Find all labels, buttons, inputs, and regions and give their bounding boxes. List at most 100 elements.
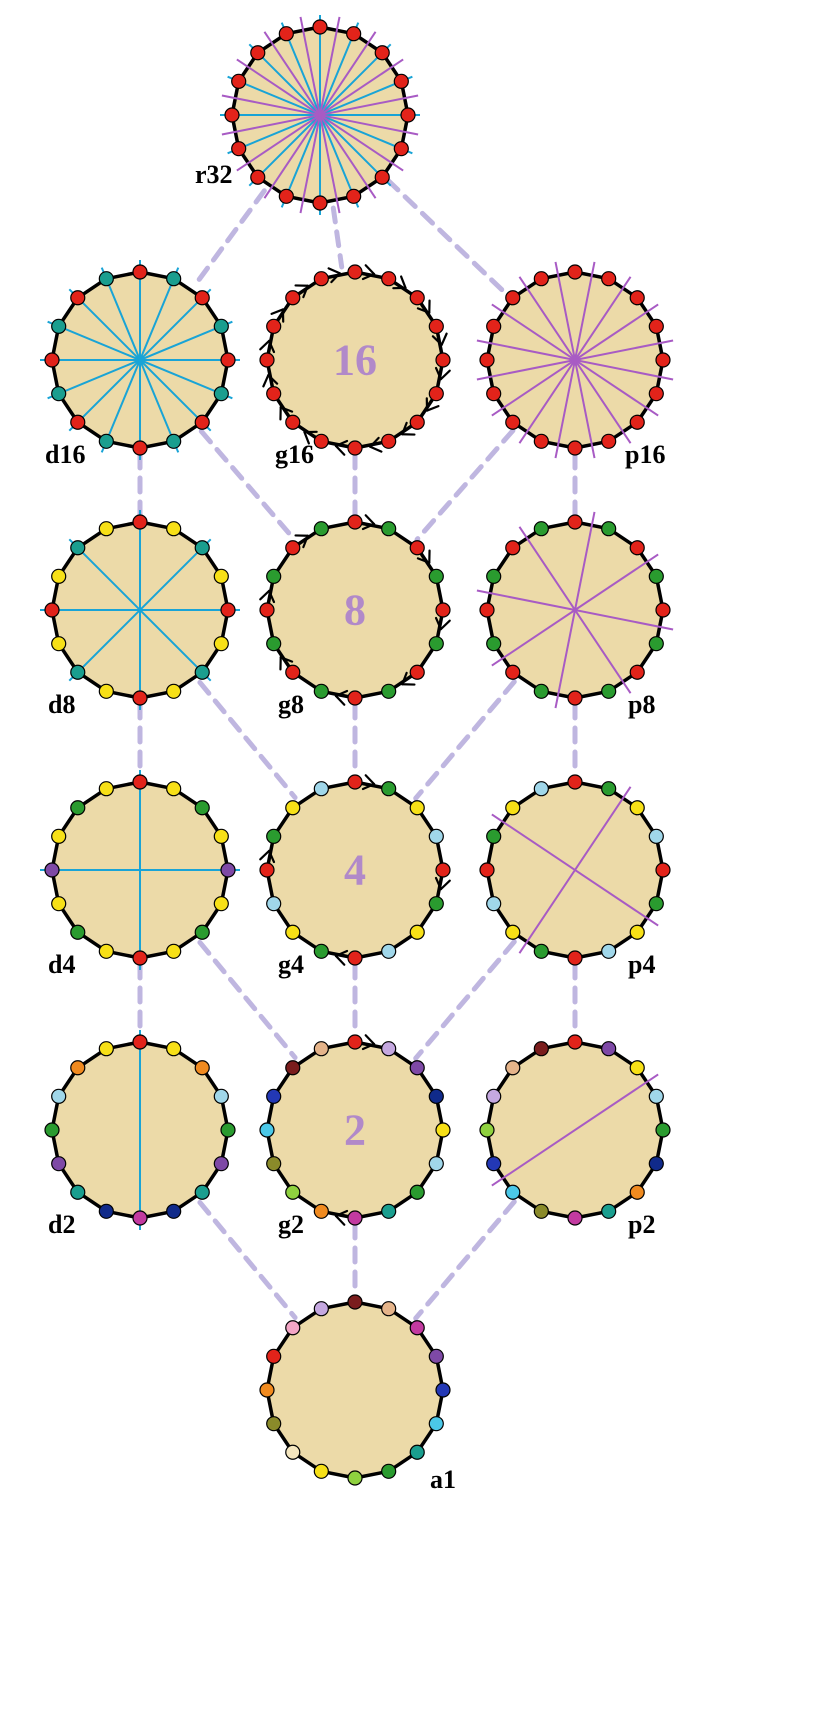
vertex-dot (506, 801, 520, 815)
vertex-dot (382, 782, 396, 796)
vertex-dot (45, 603, 59, 617)
vertex-dot (286, 291, 300, 305)
vertex-dot (71, 541, 85, 555)
vertex-dot (195, 665, 209, 679)
vertex-dot (348, 691, 362, 705)
vertex-dot (286, 1445, 300, 1459)
vertex-dot (71, 801, 85, 815)
vertex-dot (436, 1123, 450, 1137)
vertex-dot (410, 541, 424, 555)
vertex-dot (52, 569, 66, 583)
vertex-dot (410, 415, 424, 429)
vertex-dot (429, 569, 443, 583)
vertex-dot (214, 1157, 228, 1171)
vertex-dot (429, 1417, 443, 1431)
node-d2 (45, 1030, 235, 1230)
vertex-dot (506, 541, 520, 555)
vertex-dot (286, 665, 300, 679)
vertex-dot (506, 291, 520, 305)
vertex-dot (375, 46, 389, 60)
vertex-dot (602, 272, 616, 286)
vertex-dot (99, 782, 113, 796)
vertex-dot (487, 1157, 501, 1171)
vertex-dot (167, 1042, 181, 1056)
vertex-dot (506, 1061, 520, 1075)
vertex-dot (267, 387, 281, 401)
vertex-dot (71, 925, 85, 939)
vertex-dot (214, 829, 228, 843)
vertex-dot (534, 684, 548, 698)
vertex-dot (568, 265, 582, 279)
vertex-dot (267, 829, 281, 843)
vertex-dot (568, 951, 582, 965)
vertex-dot (133, 691, 147, 705)
vertex-dot (429, 1089, 443, 1103)
vertex-dot (649, 1089, 663, 1103)
vertex-dot (232, 142, 246, 156)
vertex-dot (568, 515, 582, 529)
vertex-dot (534, 1204, 548, 1218)
vertex-dot (267, 319, 281, 333)
vertex-dot (602, 434, 616, 448)
vertex-dot (602, 684, 616, 698)
vertex-dot (534, 522, 548, 536)
vertex-dot (279, 189, 293, 203)
vertex-dot (314, 272, 328, 286)
vertex-dot (52, 829, 66, 843)
vertex-dot (429, 387, 443, 401)
lattice-edge (417, 431, 513, 540)
vertex-dot (630, 291, 644, 305)
vertex-dot (630, 541, 644, 555)
vertex-dot (487, 897, 501, 911)
lattice-edge (416, 682, 515, 798)
vertex-dot (314, 522, 328, 536)
vertex-dot (480, 863, 494, 877)
vertex-dot (286, 415, 300, 429)
vertex-dot (656, 603, 670, 617)
vertex-dot (348, 1211, 362, 1225)
node-p16 (477, 262, 673, 458)
vertex-dot (429, 829, 443, 843)
vertex-dot (429, 1349, 443, 1363)
label-g16: g16 (275, 440, 314, 470)
vertex-dot (167, 684, 181, 698)
vertex-dot (649, 637, 663, 651)
lattice-edge (416, 942, 515, 1058)
vertex-dot (260, 1383, 274, 1397)
vertex-dot (52, 637, 66, 651)
vertex-dot (45, 863, 59, 877)
vertex-dot (195, 291, 209, 305)
vertex-dot (267, 637, 281, 651)
vertex-dot (286, 541, 300, 555)
vertex-dot (314, 434, 328, 448)
node-p4 (480, 775, 670, 965)
vertex-dot (71, 665, 85, 679)
vertex-dot (314, 1302, 328, 1316)
vertex-dot (260, 603, 274, 617)
vertex-dot (71, 291, 85, 305)
label-r32: r32 (195, 160, 233, 190)
vertex-dot (630, 1185, 644, 1199)
vertex-dot (221, 353, 235, 367)
label-g8: g8 (278, 690, 304, 720)
vertex-dot (534, 434, 548, 448)
vertex-dot (429, 637, 443, 651)
vertex-dot (133, 775, 147, 789)
vertex-dot (534, 272, 548, 286)
lattice-edge (388, 180, 507, 295)
vertex-dot (487, 829, 501, 843)
label-g4: g4 (278, 950, 304, 980)
vertex-dot (630, 801, 644, 815)
vertex-dot (167, 944, 181, 958)
vertex-dot (71, 1061, 85, 1075)
vertex-dot (348, 775, 362, 789)
vertex-dot (394, 142, 408, 156)
vertex-dot (568, 691, 582, 705)
vertex-dot (410, 1321, 424, 1335)
vertex-dot (506, 925, 520, 939)
vertex-dot (251, 170, 265, 184)
vertex-dot (313, 20, 327, 34)
vertex-dot (52, 319, 66, 333)
label-a1: a1 (430, 1465, 456, 1495)
vertex-dot (649, 897, 663, 911)
